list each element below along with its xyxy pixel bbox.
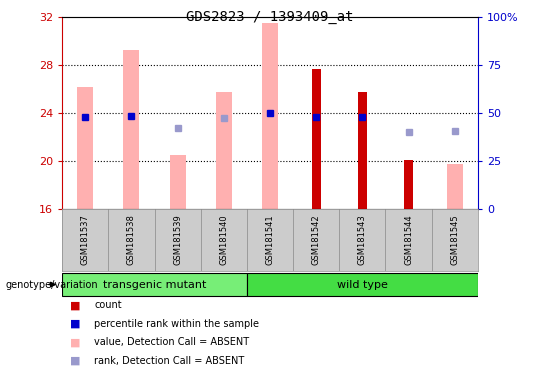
Bar (62, 273, 247, 296)
Bar (170, 155, 186, 209)
Text: GSM181545: GSM181545 (450, 215, 460, 265)
Text: ■: ■ (70, 337, 80, 347)
Bar (447, 164, 463, 209)
Text: GSM181542: GSM181542 (312, 215, 321, 265)
Text: rank, Detection Call = ABSENT: rank, Detection Call = ABSENT (94, 356, 245, 366)
Text: GSM181537: GSM181537 (80, 215, 90, 265)
Text: GSM181539: GSM181539 (173, 215, 182, 265)
Bar (215, 92, 232, 209)
Text: GSM181544: GSM181544 (404, 215, 413, 265)
Bar (312, 69, 321, 209)
Text: count: count (94, 300, 122, 310)
Bar (123, 50, 139, 209)
Text: GSM181540: GSM181540 (219, 215, 228, 265)
Text: wild type: wild type (337, 280, 388, 290)
Bar (262, 23, 278, 209)
Bar (358, 92, 367, 209)
Bar (404, 160, 413, 209)
Text: GDS2823 / 1393409_at: GDS2823 / 1393409_at (186, 10, 354, 23)
Text: GSM181541: GSM181541 (266, 215, 274, 265)
Text: ■: ■ (70, 319, 80, 329)
Text: value, Detection Call = ABSENT: value, Detection Call = ABSENT (94, 337, 249, 347)
Text: percentile rank within the sample: percentile rank within the sample (94, 319, 260, 329)
Bar (247, 273, 478, 296)
Text: GSM181538: GSM181538 (127, 215, 136, 265)
Text: genotype/variation: genotype/variation (5, 280, 98, 290)
Bar (77, 87, 93, 209)
Text: ■: ■ (70, 300, 80, 310)
Text: ■: ■ (70, 356, 80, 366)
Text: GSM181543: GSM181543 (358, 215, 367, 265)
Text: transgenic mutant: transgenic mutant (103, 280, 206, 290)
